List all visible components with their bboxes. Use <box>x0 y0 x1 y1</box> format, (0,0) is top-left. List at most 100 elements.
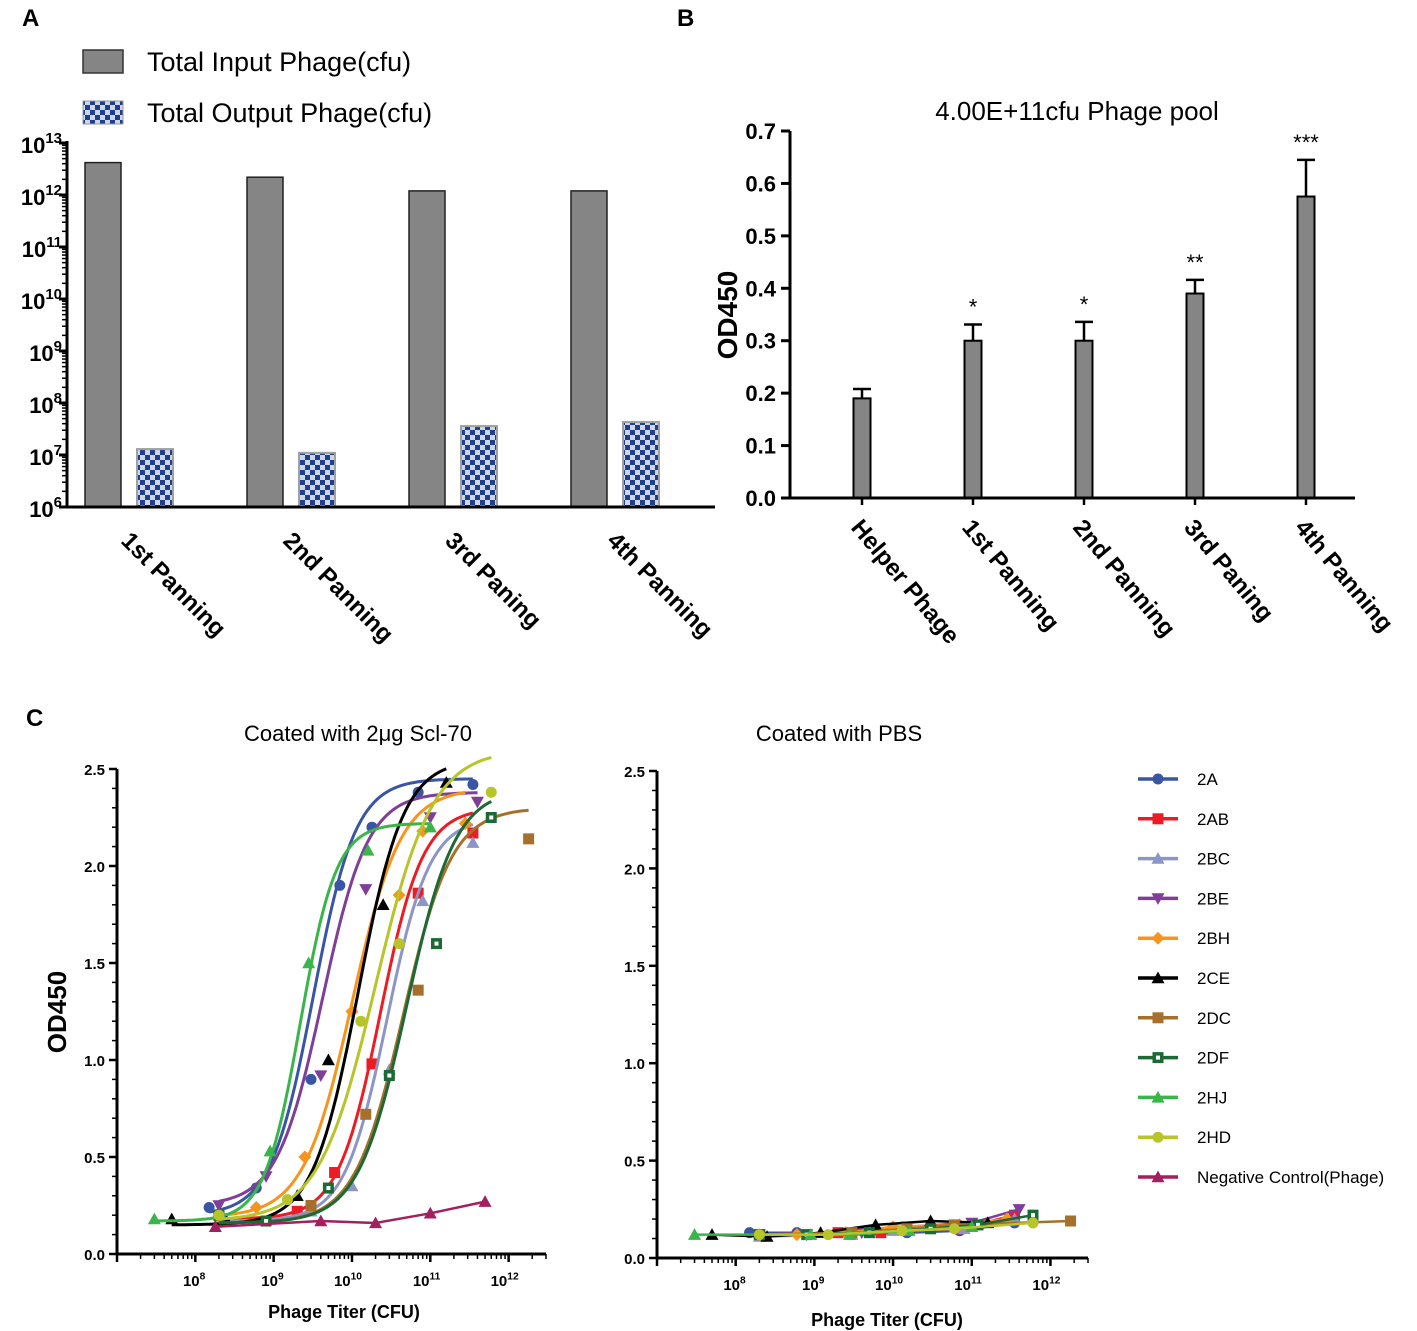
point-c1-6-4 <box>523 833 535 845</box>
tick-label-a-y: 1012 <box>21 182 62 210</box>
curve-c1-0 <box>208 777 473 1214</box>
point-c1-8-4 <box>423 820 437 833</box>
point-c1-9-0 <box>213 1209 225 1221</box>
legend-c-label-2: 2BC <box>1197 850 1230 869</box>
bar-input-4 <box>570 190 608 508</box>
point-c1-5-4 <box>376 898 390 910</box>
point-c2-5-3 <box>869 1218 883 1231</box>
tick-label-c1-y: 1.0 <box>84 1053 105 1070</box>
tick-label-c1-x: 109 <box>261 1271 284 1290</box>
tick-label-c2-y: 1.5 <box>624 959 645 976</box>
legend-c-marker-10 <box>1151 1170 1165 1183</box>
legend-c-label-1: 2AB <box>1197 810 1229 829</box>
tick-label-a-y: 107 <box>29 442 62 470</box>
point-c1-8-1 <box>263 1144 277 1157</box>
point-c2-3-5 <box>1012 1204 1026 1216</box>
point-c2-9-1 <box>822 1229 834 1241</box>
legend-c-marker-2 <box>1151 852 1165 864</box>
category-b-label-2: 1st Panning <box>956 515 1064 637</box>
category-a-label-4: 4th Panning <box>602 527 718 643</box>
legend-c-marker-7 <box>1152 1052 1164 1064</box>
bar-output-4 <box>622 421 660 508</box>
point-c1-1-3 <box>366 1058 378 1070</box>
chart-c2-x-axis-label: Phage Titer (CFU) <box>811 1310 963 1330</box>
point-c1-3-0 <box>212 1200 226 1212</box>
point-c1-7-2 <box>322 1182 334 1194</box>
tick-label-a-y: 108 <box>29 390 62 418</box>
chart-c1-title: Coated with 2μg Scl-70 <box>244 721 472 746</box>
point-c1-1-1 <box>291 1205 303 1217</box>
legend-c-label-9: 2HD <box>1197 1128 1231 1147</box>
legend-a-swatch-output <box>82 100 124 125</box>
tick-label-c2-y: 1.0 <box>624 1056 645 1073</box>
tick-label-b-y: 0.3 <box>745 329 776 354</box>
point-c1-6-2 <box>360 1108 372 1120</box>
point-c1-10-2 <box>369 1216 383 1229</box>
tick-label-c2-x: 1011 <box>954 1275 982 1294</box>
legend-a-label-output: Total Output Phage(cfu) <box>147 98 432 128</box>
tick-label-c2-y: 2.0 <box>624 861 645 878</box>
series-c1-9 <box>213 755 497 1221</box>
point-c2-7-5 <box>1027 1209 1039 1221</box>
tick-label-c2-x: 108 <box>723 1275 746 1294</box>
bar-b-5 <box>1296 195 1316 500</box>
point-c1-3-3 <box>359 884 373 896</box>
category-b-label-5: 4th Panning <box>1289 515 1398 638</box>
legend-c-label-4: 2BH <box>1197 929 1230 948</box>
series-c1-5 <box>165 767 453 1227</box>
legend-c-marker-3 <box>1151 893 1165 905</box>
bar-output-2 <box>298 451 336 509</box>
point-c2-7-4 <box>972 1219 984 1231</box>
bar-input-3 <box>408 190 446 508</box>
chart-c1-x-axis-label: Phage Titer (CFU) <box>268 1302 420 1322</box>
chart-c-legend: 2A 2AB 2BC 2BE 2BH 2CE 2DC 2DF 2HJ 2HD Negative Co… <box>1138 770 1384 1187</box>
point-c1-9-1 <box>281 1194 293 1206</box>
legend-c-marker-8 <box>1151 1090 1165 1103</box>
tick-label-b-y: 0.1 <box>745 434 776 459</box>
curve-c1-3 <box>218 791 478 1203</box>
point-c1-8-0 <box>147 1212 161 1225</box>
point-c1-7-3 <box>383 1070 395 1082</box>
curve-c1-1 <box>218 811 474 1221</box>
series-c1-10 <box>208 1195 492 1233</box>
chart-c2-pbs: Coated with PBS Phage Titer (CFU) 0.0 0.5… <box>624 721 1089 1330</box>
point-c1-5-2 <box>290 1189 304 1201</box>
curve-c1-8 <box>154 822 431 1223</box>
panel-letter-c: C <box>26 705 43 732</box>
series-c1-1 <box>213 811 479 1221</box>
bar-output-1 <box>136 448 174 509</box>
category-a-label-2: 2nd Panning <box>278 527 399 648</box>
series-c1-6 <box>213 808 535 1225</box>
point-c1-10-4 <box>478 1195 492 1207</box>
bar-b-4 <box>1185 292 1205 499</box>
legend-c-marker-0 <box>1152 773 1164 785</box>
point-c1-8-3 <box>361 843 375 856</box>
chart-c1-y-axis-label: OD450 <box>42 971 72 1053</box>
category-a-label-3: 3rd Paning <box>440 527 547 634</box>
point-c1-7-5 <box>485 812 497 823</box>
legend-a-swatch-input <box>82 49 124 74</box>
point-c1-10-0 <box>208 1220 222 1233</box>
bar-b-1 <box>852 397 872 499</box>
legend-c-marker-1 <box>1152 813 1164 825</box>
tick-label-a-y: 1010 <box>21 286 62 314</box>
tick-label-b-y: 0.2 <box>745 381 776 406</box>
legend-c-marker-5 <box>1151 971 1165 984</box>
curve-c1-2 <box>218 823 474 1223</box>
bar-output-3 <box>460 425 498 508</box>
tick-label-c2-x: 1012 <box>1032 1275 1060 1294</box>
tick-label-c2-y: 2.5 <box>624 764 645 781</box>
panel-letter-b: B <box>677 5 694 32</box>
point-c2-6-4 <box>1065 1215 1077 1227</box>
bar-input-1 <box>84 161 122 508</box>
bar-b-3 <box>1074 339 1094 500</box>
point-c2-9-0 <box>753 1229 765 1241</box>
tick-label-c2-x: 109 <box>802 1275 825 1294</box>
legend-c-marker-6 <box>1152 1012 1164 1024</box>
point-c1-7-1 <box>260 1215 272 1227</box>
point-c1-6-1 <box>305 1200 317 1211</box>
tick-label-b-y: 0.6 <box>745 171 776 196</box>
tick-label-a-y: 109 <box>29 338 62 366</box>
legend-c-label-5: 2CE <box>1197 969 1230 988</box>
